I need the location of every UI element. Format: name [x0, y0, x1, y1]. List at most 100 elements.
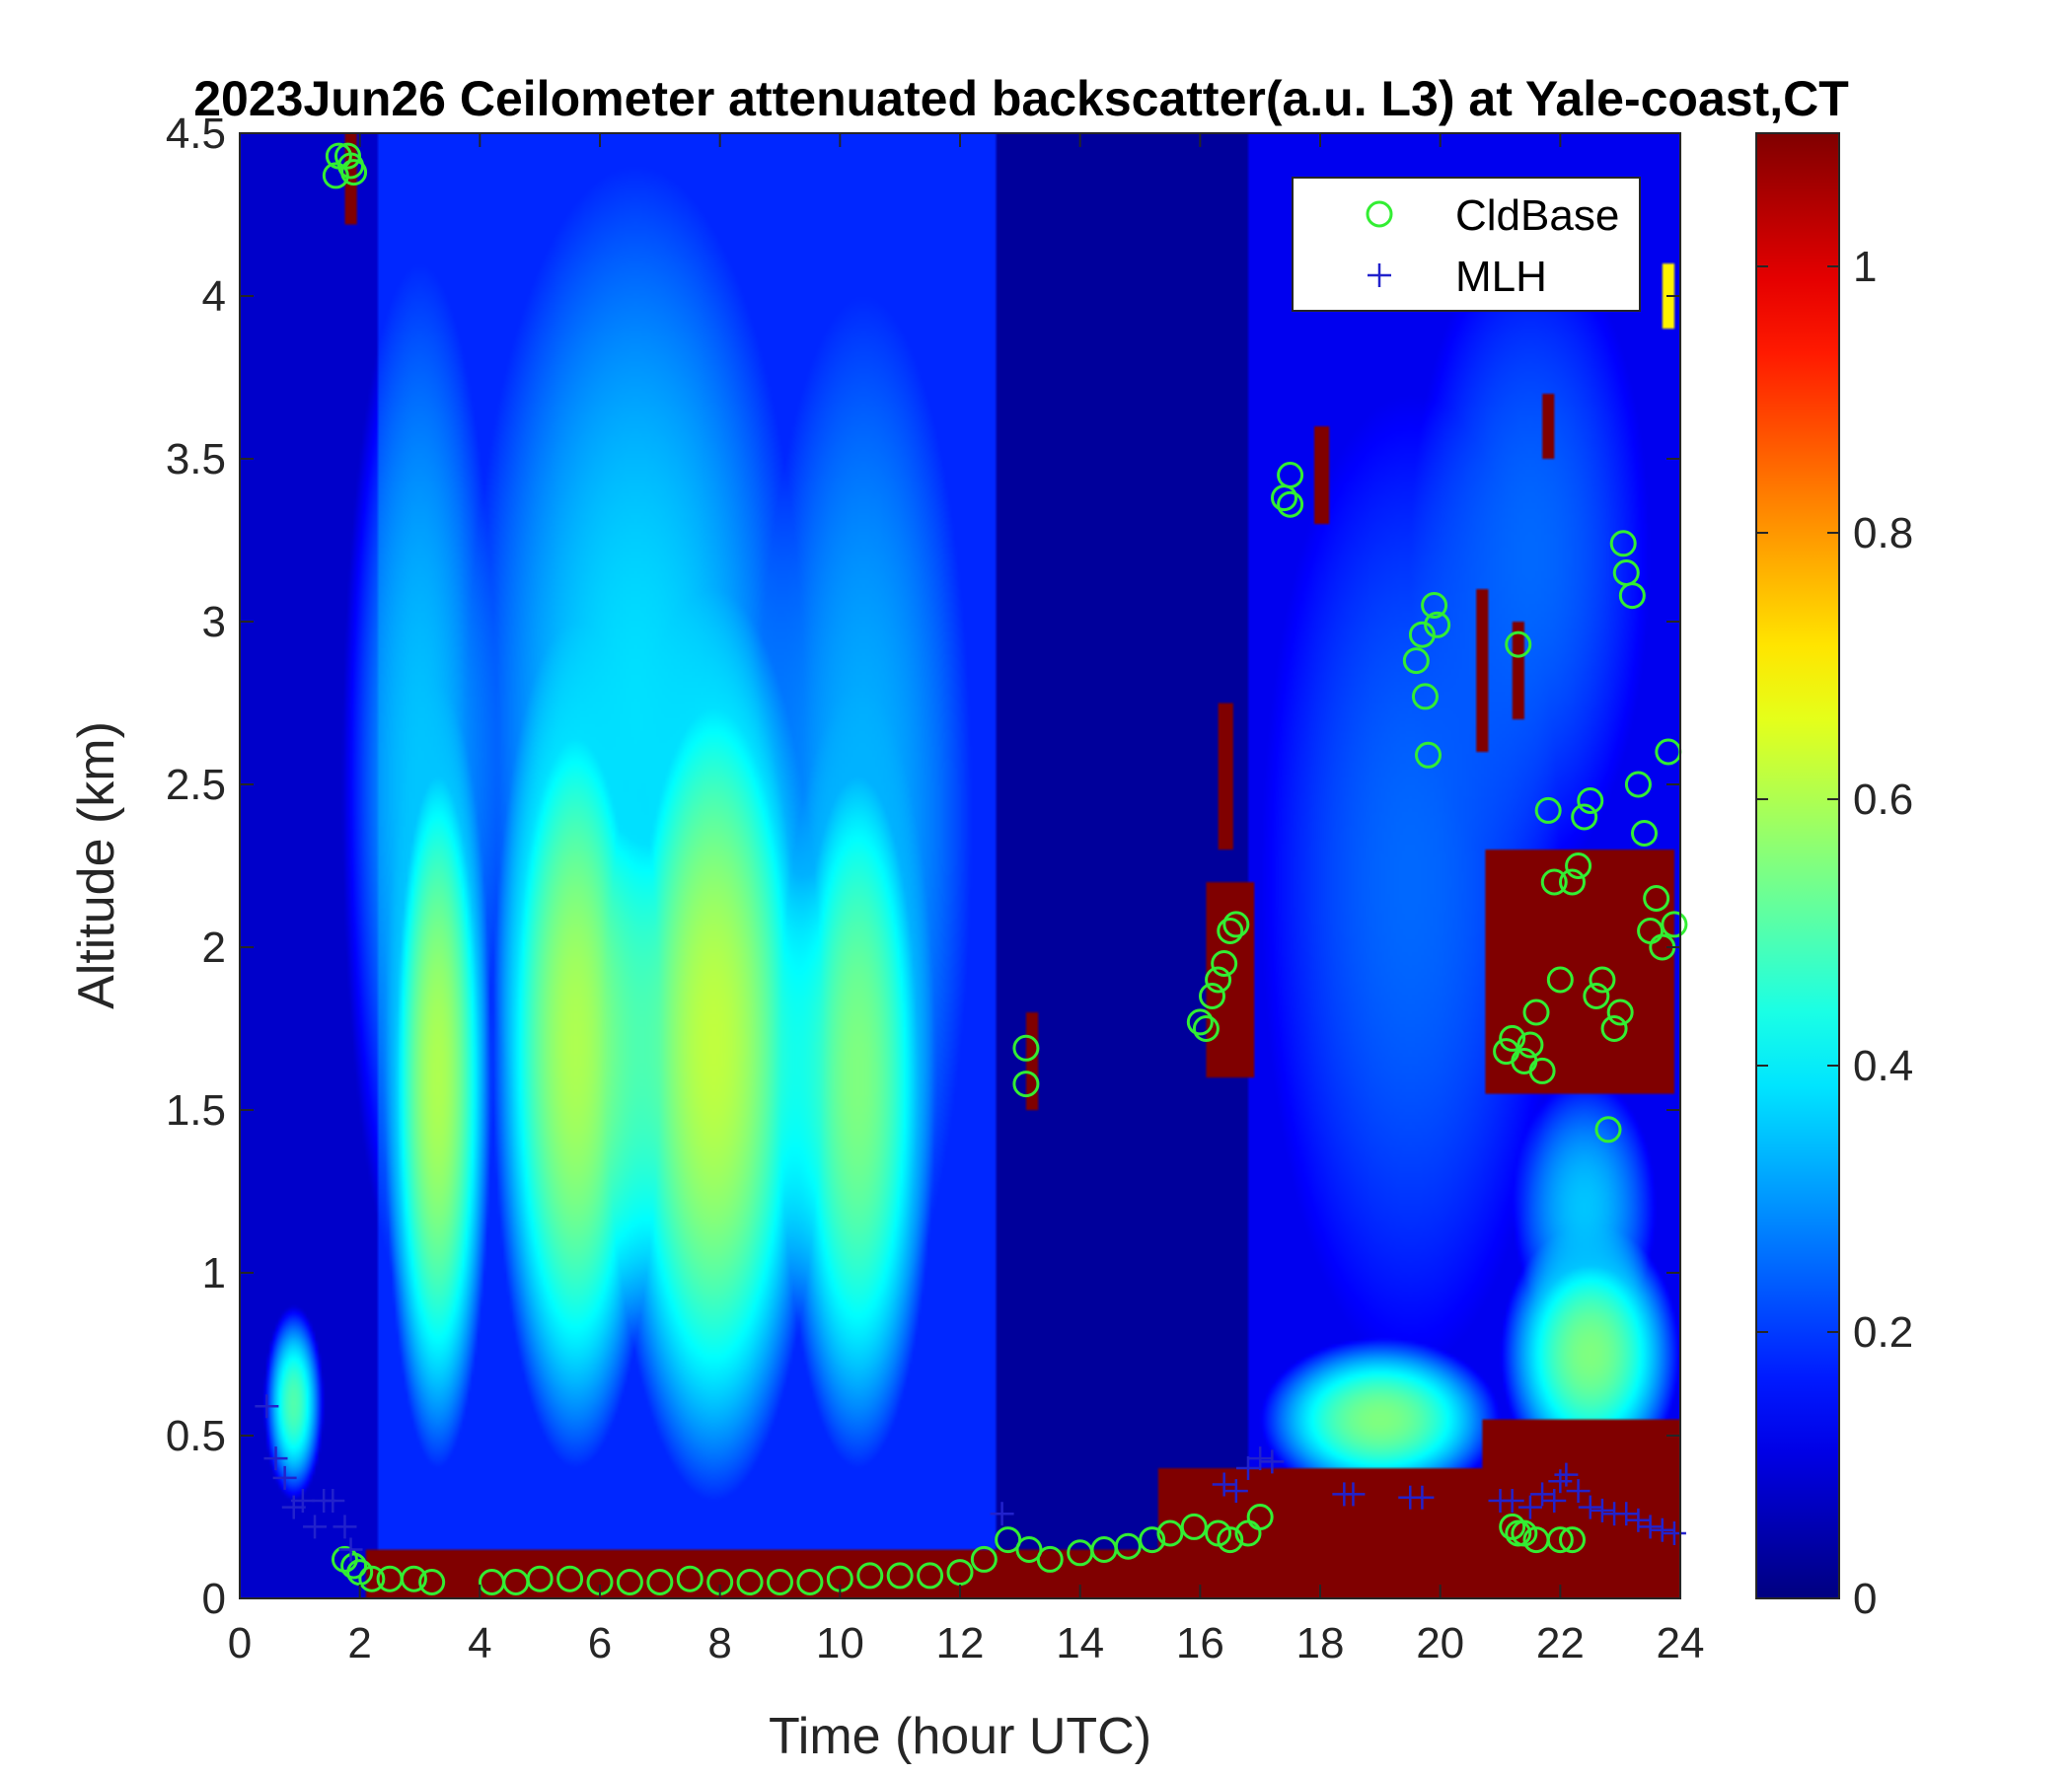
y-axis: 0 0.5 1 1.5 2 2.5 3 3.5 4 4.5	[166, 110, 1680, 1623]
cldbase-point	[1217, 1526, 1244, 1554]
cldbase-point	[917, 1562, 944, 1590]
cldbase-point	[1618, 582, 1646, 610]
mlh-point	[1517, 1495, 1542, 1519]
y-tick-label: 4	[202, 272, 226, 321]
cldbase-point	[322, 162, 349, 189]
cldbase-point	[616, 1569, 643, 1595]
mlh-point	[1236, 1456, 1260, 1480]
cldbase-point	[1609, 530, 1637, 557]
mlh-point	[1341, 1482, 1366, 1507]
cldbase-point	[526, 1565, 554, 1592]
cldbase-point	[1546, 1526, 1574, 1554]
y-tick-label: 3.5	[166, 435, 226, 483]
y-axis-label: Altitude (km)	[68, 721, 125, 1009]
x-tick-label: 12	[936, 1619, 985, 1667]
x-tick-label: 6	[588, 1619, 612, 1667]
cldbase-series	[322, 142, 1688, 1595]
mlh-point	[1614, 1502, 1639, 1526]
mlh-point	[1578, 1495, 1602, 1519]
legend-cldbase-marker	[1366, 200, 1393, 228]
mlh-point	[1248, 1446, 1273, 1471]
cldbase-point	[1199, 983, 1225, 1009]
cldbase-point	[1594, 1116, 1622, 1144]
cldbase-point	[1211, 950, 1238, 977]
cldbase-point	[1661, 911, 1688, 938]
cldbase-point	[1534, 796, 1562, 824]
cldbase-point	[1036, 1545, 1064, 1573]
cldbase-point	[1546, 966, 1574, 994]
chart-title: 2023Jun26 Ceilometer attenuated backscat…	[193, 71, 1849, 126]
cldbase-point	[736, 1569, 764, 1595]
cldbase-point	[1577, 787, 1604, 814]
y-tick-label: 3	[202, 598, 226, 646]
cldbase-point	[1589, 966, 1616, 994]
colorbar-tick-label: 0.6	[1853, 776, 1913, 824]
cldbase-point	[676, 1565, 703, 1592]
cldbase-point	[1559, 868, 1586, 896]
cldbase-point	[1624, 771, 1652, 798]
cldbase-point	[340, 1552, 368, 1580]
legend-mlh-marker	[1368, 263, 1391, 287]
cldbase-point	[1277, 490, 1304, 518]
mlh-point	[321, 1489, 345, 1513]
cldbase-point	[1415, 741, 1442, 769]
mlh-point	[338, 1537, 363, 1562]
colorbar-tick-label: 0	[1853, 1575, 1877, 1623]
legend: CldBase MLH	[1292, 177, 1641, 312]
cldbase-point	[1517, 1031, 1544, 1059]
cldbase-point	[418, 1569, 446, 1595]
cldbase-point	[646, 1569, 674, 1595]
cldbase-point	[856, 1562, 884, 1590]
cldbase-point	[946, 1559, 974, 1587]
cldbase-point	[1424, 611, 1451, 638]
cldbase-point	[1012, 1071, 1040, 1098]
cldbase-point	[1606, 999, 1634, 1026]
x-tick-label: 8	[707, 1619, 731, 1667]
cldbase-point	[1559, 1526, 1586, 1554]
cldbase-point	[1411, 683, 1439, 710]
cldbase-point	[1408, 621, 1436, 648]
x-tick-label: 4	[468, 1619, 491, 1667]
cldbase-point	[1015, 1536, 1043, 1563]
backscatter-heatmap	[240, 133, 1680, 1598]
x-tick-label: 14	[1056, 1619, 1104, 1667]
mlh-point	[1500, 1489, 1524, 1513]
mlh-point	[1212, 1472, 1236, 1497]
cldbase-point	[337, 152, 365, 180]
cldbase-point	[1583, 983, 1610, 1009]
mlh-point	[290, 1489, 315, 1513]
mlh-point	[1410, 1485, 1435, 1510]
cldbase-point	[970, 1545, 998, 1573]
x-tick-label: 16	[1176, 1619, 1224, 1667]
mlh-point	[255, 1394, 279, 1419]
cldbase-point	[1421, 592, 1448, 619]
x-axis-label: Time (hour UTC)	[769, 1708, 1151, 1765]
cldbase-point	[1505, 630, 1532, 658]
cldbase-point	[1522, 999, 1550, 1026]
colorbar-tick-label: 1	[1853, 243, 1877, 291]
cldbase-point	[1180, 1513, 1208, 1540]
colorbar-ticks: 0 0.2 0.4 0.6 0.8 1	[1756, 243, 1913, 1623]
x-tick-label: 24	[1657, 1619, 1705, 1667]
y-tick-label: 0	[202, 1575, 226, 1623]
colorbar: 0 0.2 0.4 0.6 0.8 1	[1755, 132, 1913, 1623]
cldbase-point	[1114, 1532, 1142, 1560]
cldbase-point	[556, 1565, 584, 1592]
mlh-point	[1548, 1469, 1573, 1494]
mlh-point	[1530, 1482, 1555, 1507]
cldbase-point	[1600, 1015, 1628, 1042]
cldbase-point	[1246, 1504, 1274, 1530]
legend-mlh-label: MLH	[1455, 253, 1547, 301]
y-tick-label: 4.5	[166, 110, 226, 158]
cldbase-point	[796, 1569, 824, 1595]
mlh-point	[1223, 1479, 1248, 1504]
mlh-point	[1662, 1521, 1686, 1545]
y-tick-label: 0.5	[166, 1412, 226, 1460]
legend-cldbase-label: CldBase	[1455, 191, 1619, 240]
mlh-series	[255, 1394, 1686, 1562]
legend-box	[1292, 177, 1641, 312]
y-tick-label: 2.5	[166, 761, 226, 809]
y-tick-label: 1.5	[166, 1086, 226, 1135]
mlh-point	[1626, 1508, 1651, 1532]
cldbase-point	[995, 1526, 1022, 1554]
